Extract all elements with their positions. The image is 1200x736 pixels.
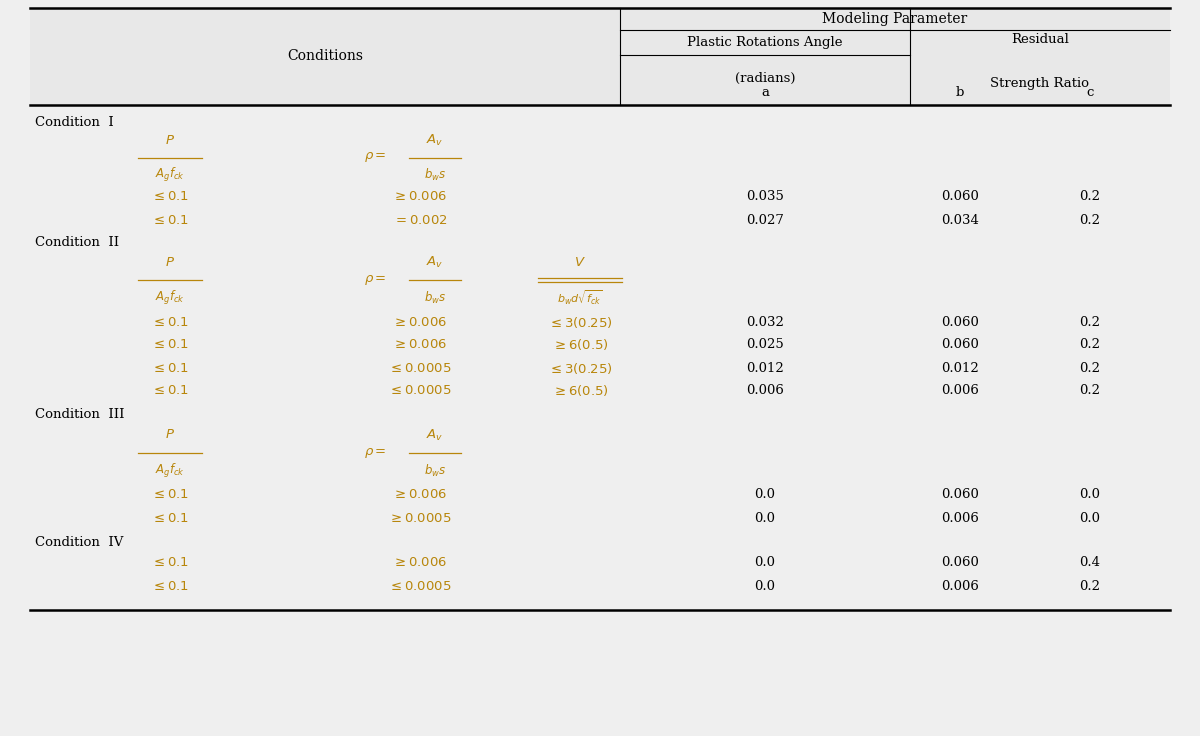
- Text: $\geq 0.006$: $\geq 0.006$: [392, 316, 448, 328]
- Text: Condition  III: Condition III: [35, 408, 125, 422]
- Text: $\leq 0.1$: $\leq 0.1$: [151, 191, 190, 203]
- Text: $\rho=$: $\rho=$: [364, 150, 386, 164]
- Text: $A_g f_{ck}$: $A_g f_{ck}$: [155, 166, 185, 184]
- Text: $A_g f_{ck}$: $A_g f_{ck}$: [155, 289, 185, 307]
- Text: $\rho=$: $\rho=$: [364, 273, 386, 287]
- Text: 0.032: 0.032: [746, 316, 784, 328]
- Text: $\rho=$: $\rho=$: [364, 446, 386, 460]
- Text: $A_v$: $A_v$: [426, 255, 444, 269]
- Text: $= 0.002$: $= 0.002$: [392, 213, 448, 227]
- Text: $\leq 0.1$: $\leq 0.1$: [151, 361, 190, 375]
- Text: $b_w s$: $b_w s$: [424, 463, 446, 479]
- Text: 0.2: 0.2: [1080, 384, 1100, 397]
- Text: $\geq 6(0.5)$: $\geq 6(0.5)$: [552, 383, 608, 398]
- Text: 0.006: 0.006: [746, 384, 784, 397]
- Text: 0.0: 0.0: [755, 512, 775, 525]
- Text: Strength Ratio: Strength Ratio: [990, 77, 1090, 91]
- Text: a: a: [761, 86, 769, 99]
- Text: 0.012: 0.012: [941, 361, 979, 375]
- Text: $\geq 0.006$: $\geq 0.006$: [392, 489, 448, 501]
- Text: $\leq 0.0005$: $\leq 0.0005$: [389, 579, 451, 592]
- Text: $A_v$: $A_v$: [426, 428, 444, 442]
- Text: 0.060: 0.060: [941, 339, 979, 352]
- Text: 0.0: 0.0: [1080, 512, 1100, 525]
- Text: $P$: $P$: [166, 255, 175, 269]
- Text: 0.0: 0.0: [1080, 489, 1100, 501]
- Text: Condition  IV: Condition IV: [35, 536, 124, 548]
- Text: $\leq 0.1$: $\leq 0.1$: [151, 579, 190, 592]
- Text: $\leq 3(0.25)$: $\leq 3(0.25)$: [547, 314, 612, 330]
- Text: 0.027: 0.027: [746, 213, 784, 227]
- Text: $\leq 0.0005$: $\leq 0.0005$: [389, 361, 451, 375]
- Text: $b_w d\sqrt{f_{ck}}$: $b_w d\sqrt{f_{ck}}$: [557, 289, 602, 308]
- Text: 0.035: 0.035: [746, 191, 784, 203]
- Text: $b_w s$: $b_w s$: [424, 290, 446, 306]
- Text: (radians): (radians): [734, 71, 796, 85]
- Text: $\leq 0.1$: $\leq 0.1$: [151, 556, 190, 570]
- Text: 0.006: 0.006: [941, 384, 979, 397]
- Text: 0.0: 0.0: [755, 489, 775, 501]
- Bar: [30, 8, 1170, 105]
- Text: 0.2: 0.2: [1080, 361, 1100, 375]
- Text: 0.006: 0.006: [941, 512, 979, 525]
- Text: $\leq 3(0.25)$: $\leq 3(0.25)$: [547, 361, 612, 375]
- Text: Condition  II: Condition II: [35, 236, 119, 249]
- Text: $A_v$: $A_v$: [426, 132, 444, 147]
- Text: 0.012: 0.012: [746, 361, 784, 375]
- Text: 0.0: 0.0: [755, 556, 775, 570]
- Text: $\geq 0.006$: $\geq 0.006$: [392, 339, 448, 352]
- Text: 0.006: 0.006: [941, 579, 979, 592]
- Text: $\geq 0.006$: $\geq 0.006$: [392, 556, 448, 570]
- Text: $b_w s$: $b_w s$: [424, 167, 446, 183]
- Text: $A_g f_{ck}$: $A_g f_{ck}$: [155, 462, 185, 480]
- Text: 0.2: 0.2: [1080, 316, 1100, 328]
- Text: 0.060: 0.060: [941, 489, 979, 501]
- Text: b: b: [956, 86, 964, 99]
- Text: Modeling Parameter: Modeling Parameter: [822, 12, 967, 26]
- Text: 0.060: 0.060: [941, 556, 979, 570]
- Text: 0.025: 0.025: [746, 339, 784, 352]
- Text: $\leq 0.1$: $\leq 0.1$: [151, 512, 190, 525]
- Text: $P$: $P$: [166, 428, 175, 442]
- Text: $\leq 0.0005$: $\leq 0.0005$: [389, 384, 451, 397]
- Text: $\leq 0.1$: $\leq 0.1$: [151, 339, 190, 352]
- Text: $\leq 0.1$: $\leq 0.1$: [151, 316, 190, 328]
- Text: 0.034: 0.034: [941, 213, 979, 227]
- Text: 0.060: 0.060: [941, 191, 979, 203]
- Text: $\leq 0.1$: $\leq 0.1$: [151, 384, 190, 397]
- Text: 0.2: 0.2: [1080, 191, 1100, 203]
- Text: $V$: $V$: [574, 255, 586, 269]
- Text: 0.2: 0.2: [1080, 579, 1100, 592]
- Text: Condition  I: Condition I: [35, 116, 114, 129]
- Text: $\leq 0.1$: $\leq 0.1$: [151, 213, 190, 227]
- Text: $\geq 0.006$: $\geq 0.006$: [392, 191, 448, 203]
- Text: Conditions: Conditions: [287, 49, 364, 63]
- Text: $P$: $P$: [166, 133, 175, 146]
- Text: 0.2: 0.2: [1080, 339, 1100, 352]
- Text: c: c: [1086, 86, 1093, 99]
- Text: $\geq 0.0005$: $\geq 0.0005$: [389, 512, 451, 525]
- Text: 0.4: 0.4: [1080, 556, 1100, 570]
- Text: Residual: Residual: [1012, 33, 1069, 46]
- Text: 0.2: 0.2: [1080, 213, 1100, 227]
- Text: $\geq 6(0.5)$: $\geq 6(0.5)$: [552, 338, 608, 353]
- Text: Plastic Rotations Angle: Plastic Rotations Angle: [688, 36, 842, 49]
- Text: $\leq 0.1$: $\leq 0.1$: [151, 489, 190, 501]
- Text: 0.0: 0.0: [755, 579, 775, 592]
- Text: 0.060: 0.060: [941, 316, 979, 328]
